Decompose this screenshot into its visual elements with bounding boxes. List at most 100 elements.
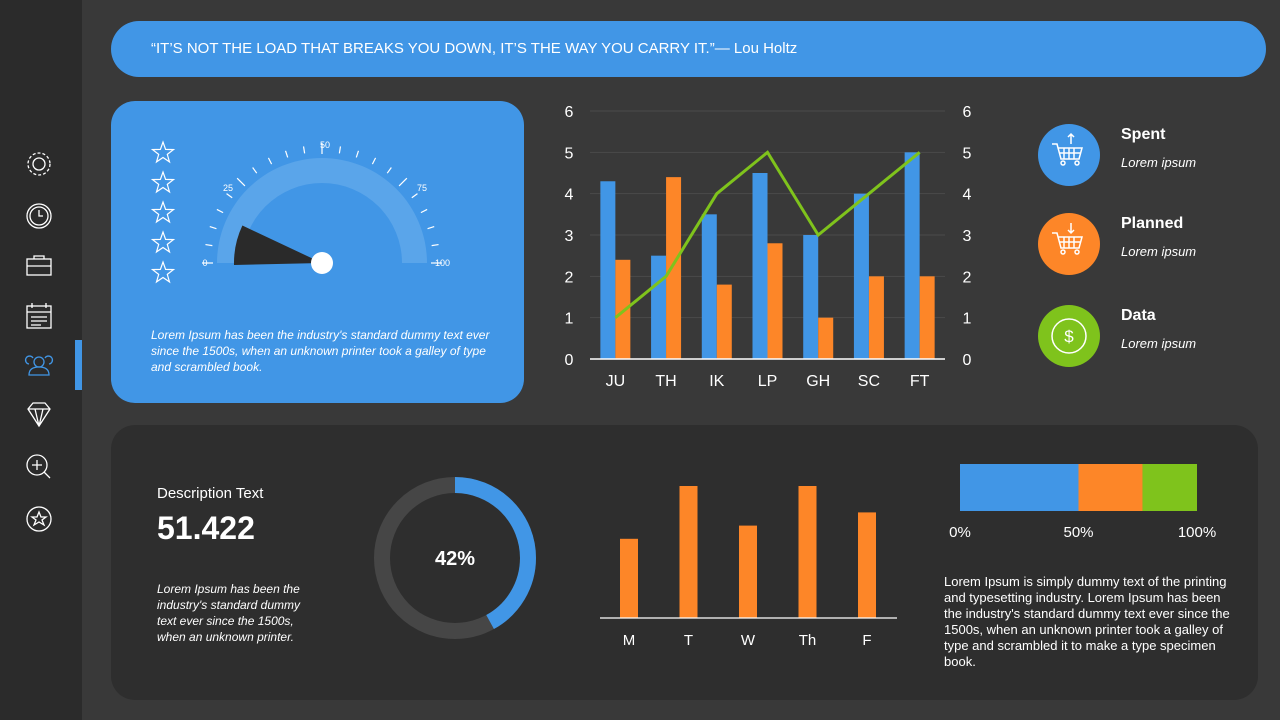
- gauge-tick: [205, 243, 213, 247]
- gauge-tick: [236, 177, 246, 187]
- spent-bar: [701, 214, 717, 359]
- gauge-tick: [371, 157, 377, 165]
- gauge-hub: [311, 252, 333, 274]
- legend-subtitle: Lorem ipsum: [1121, 336, 1197, 351]
- gauge-tick: [398, 177, 408, 187]
- clock-icon[interactable]: [26, 203, 52, 229]
- diamond-icon[interactable]: [27, 402, 51, 428]
- day-bar: [798, 486, 817, 618]
- planned-bar: [868, 276, 884, 359]
- gauge-needle: [233, 225, 322, 265]
- gauge-tick-label: 25: [223, 183, 233, 193]
- gauge-tick-label: 0: [202, 258, 207, 268]
- day-bar: [679, 486, 698, 618]
- day-bar: [620, 538, 638, 618]
- stacked-tick-label: 0%: [949, 524, 971, 541]
- data-line: [614, 150, 921, 319]
- rating-star-icon: [150, 260, 176, 284]
- left-axis-label: 5: [565, 145, 574, 162]
- quote-banner: “IT’S NOT THE LOAD THAT BREAKS YOU DOWN,…: [111, 21, 1266, 77]
- cart-up-icon: [1038, 124, 1100, 186]
- gauge-tick: [252, 167, 258, 174]
- description-value: 51.422: [157, 510, 255, 546]
- legend-subtitle: Lorem ipsum: [1121, 155, 1197, 170]
- sidebar-icons: [24, 152, 54, 532]
- x-axis-label: LP: [758, 373, 778, 390]
- gauge-tick-label: 75: [417, 183, 427, 193]
- day-bar: [858, 512, 876, 618]
- sidebar: [0, 0, 82, 720]
- cart-down-icon: [1038, 213, 1100, 275]
- rating-star-icon: [150, 230, 176, 254]
- right-axis-label: 5: [963, 145, 972, 162]
- planned-bar: [818, 317, 834, 359]
- rating-star-icon: [150, 170, 176, 194]
- gauge-tick: [267, 157, 273, 165]
- calendar-icon[interactable]: [26, 303, 52, 329]
- briefcase-icon[interactable]: [26, 255, 52, 276]
- gauge-tick: [216, 208, 224, 214]
- x-axis-label: FT: [910, 373, 930, 390]
- gear-icon[interactable]: [27, 152, 51, 176]
- stacked-bar-text: Lorem Ipsum is simply dummy text of the …: [944, 574, 1230, 669]
- day-label: W: [741, 632, 756, 649]
- gauge-card-text: Lorem Ipsum has been the industry's stan…: [151, 328, 490, 374]
- rating-star-icon: [150, 200, 176, 224]
- gauge-tick: [209, 225, 217, 230]
- spent-bar: [600, 181, 616, 359]
- svg-text:$: $: [1064, 327, 1074, 346]
- x-axis-label: TH: [655, 373, 676, 390]
- planned-bar: [666, 177, 682, 359]
- gauge-tick: [386, 167, 392, 174]
- legend-spent: Spent Lorem ipsum: [1038, 124, 1238, 186]
- right-axis-label: 2: [963, 269, 972, 286]
- day-bar: [739, 525, 757, 618]
- stacked-segment: [960, 464, 1079, 511]
- x-axis-label: IK: [709, 373, 724, 390]
- gauge-tick: [420, 208, 428, 214]
- legend-planned: Planned Lorem ipsum: [1038, 213, 1238, 275]
- left-axis-label: 1: [565, 311, 574, 328]
- star-icon[interactable]: [26, 506, 52, 532]
- stacked-segment: [1078, 464, 1143, 511]
- x-axis-label: SC: [858, 373, 880, 390]
- right-axis-label: 4: [963, 187, 972, 204]
- gauge-tick-label: 100: [435, 258, 450, 268]
- gauge-card: Lorem Ipsum has been the industry's stan…: [111, 101, 524, 403]
- description-title: Description Text: [157, 485, 264, 502]
- right-axis-label: 1: [963, 311, 972, 328]
- stacked-tick-label: 50%: [1063, 524, 1093, 541]
- spent-bar: [651, 255, 667, 359]
- gauge-tick: [431, 243, 439, 247]
- gauge-tick: [427, 225, 435, 230]
- day-label: Th: [799, 632, 817, 649]
- left-axis-label: 2: [565, 269, 574, 286]
- gauge-tick: [284, 150, 289, 158]
- legend-title: Spent: [1121, 126, 1166, 143]
- zoom-in-icon[interactable]: [26, 454, 51, 479]
- right-axis-label: 0: [963, 352, 972, 369]
- stacked-tick-label: 100%: [1178, 524, 1216, 541]
- x-axis-label: GH: [806, 373, 830, 390]
- legend-data: $ Data Lorem ipsum: [1038, 305, 1238, 367]
- gauge-tick: [338, 146, 342, 154]
- users-icon[interactable]: [24, 355, 54, 376]
- left-axis-label: 4: [565, 187, 574, 204]
- left-axis-label: 6: [565, 104, 574, 121]
- active-indicator: [75, 340, 82, 390]
- gauge-tick: [355, 150, 360, 158]
- spent-bar: [803, 235, 819, 359]
- legend-title: Data: [1121, 307, 1156, 324]
- legend-subtitle: Lorem ipsum: [1121, 244, 1197, 259]
- gauge-tick: [226, 193, 233, 199]
- right-axis-label: 6: [963, 104, 972, 121]
- day-label: T: [684, 632, 693, 649]
- planned-bar: [716, 284, 732, 359]
- gauge-tick-label: 50: [320, 140, 330, 150]
- day-label: M: [623, 632, 636, 649]
- gauge-tick: [302, 146, 306, 154]
- left-axis-label: 3: [565, 228, 574, 245]
- gauge-track: [217, 158, 427, 263]
- dollar-icon: $: [1038, 305, 1100, 367]
